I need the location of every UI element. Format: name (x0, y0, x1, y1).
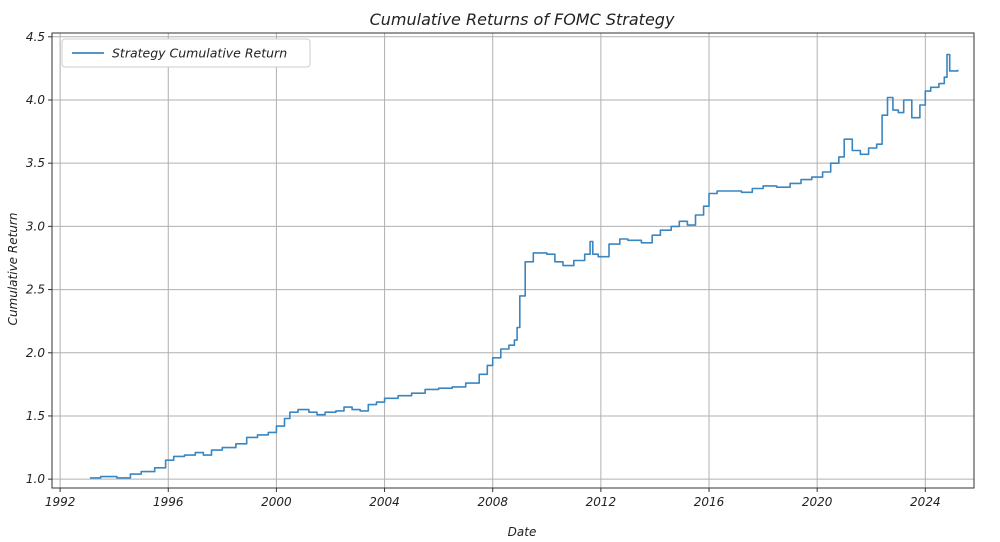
series-line (89, 53, 959, 479)
y-tick-label: 4.5 (26, 30, 45, 44)
y-tick-label: 3.5 (26, 156, 45, 170)
x-tick-label: 2004 (369, 495, 400, 509)
y-tick-label: 1.5 (26, 409, 45, 423)
legend-label: Strategy Cumulative Return (112, 46, 287, 61)
x-tick-label: 2012 (586, 495, 617, 509)
x-tick-label: 1996 (153, 495, 184, 509)
x-axis-label: Date (508, 525, 537, 539)
axis-ticks: 1992 1996 2000 2004 2008 2012 2016 2020 2024 1.0 1… (26, 30, 941, 509)
x-tick-label: 2016 (694, 495, 725, 509)
y-tick-label: 3.0 (26, 219, 45, 233)
y-tick-label: 1.0 (26, 472, 45, 486)
legend: Strategy Cumulative Return (61, 38, 311, 68)
y-axis-label: Cumulative Return (6, 213, 20, 326)
y-tick-label: 2.5 (26, 283, 45, 297)
x-tick-label: 2024 (910, 495, 941, 509)
x-tick-label: 2008 (477, 495, 508, 509)
x-tick-label: 2020 (802, 495, 833, 509)
x-tick-label: 1992 (45, 495, 76, 509)
series-layer (89, 53, 959, 479)
legend-box (61, 38, 311, 68)
chart-title: Cumulative Returns of FOMC Strategy (370, 10, 675, 29)
grid (52, 33, 974, 488)
y-tick-label: 2.0 (26, 346, 45, 360)
y-tick-label: 4.0 (26, 93, 45, 107)
x-tick-label: 2000 (261, 495, 292, 509)
plot-frame (51, 32, 975, 489)
